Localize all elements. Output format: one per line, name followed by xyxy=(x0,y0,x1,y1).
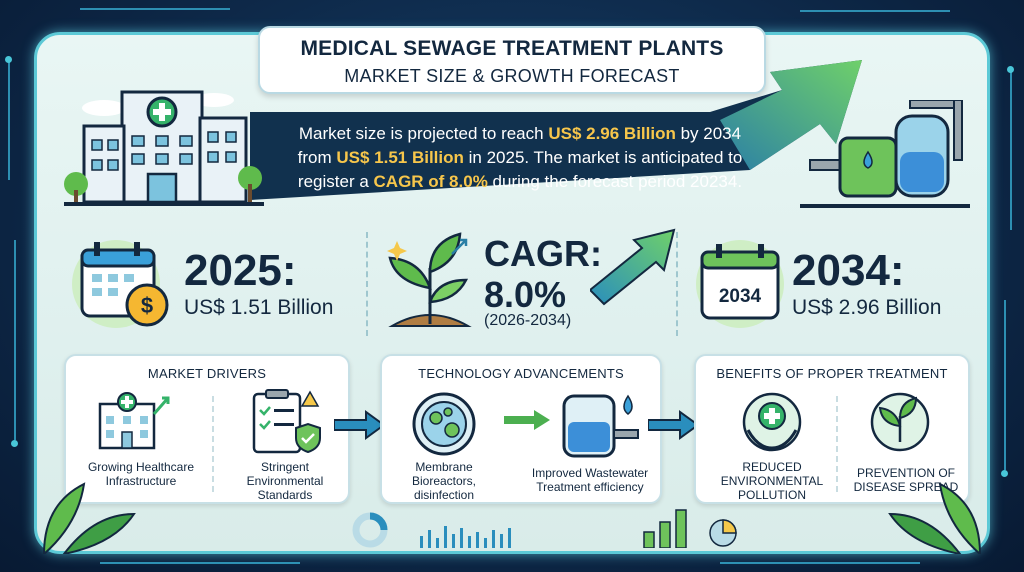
card-title: TECHNOLOGY ADVANCEMENTS xyxy=(418,366,624,381)
driver-label: Growing Healthcare Infrastructure xyxy=(87,460,195,488)
leaf-protection-icon xyxy=(870,392,930,452)
sprout-icon xyxy=(387,232,472,327)
page-subtitle: MARKET SIZE & GROWTH FORECAST xyxy=(344,66,680,86)
circuit-line xyxy=(80,8,230,10)
summary-text-part: register a xyxy=(297,172,374,191)
card-separator xyxy=(212,396,214,492)
card-title: MARKET DRIVERS xyxy=(147,366,267,381)
card-separator xyxy=(836,396,838,492)
start-year: 2025: xyxy=(184,246,297,295)
summary-text-part: Market size is projected to reach xyxy=(298,124,549,143)
end-value: US$ 2.96 Billion xyxy=(792,296,942,319)
technology-card: TECHNOLOGY ADVANCEMENTS Membrane Bioreac… xyxy=(380,354,662,504)
summary-text-part: by 2034 xyxy=(675,124,742,143)
foliage-left-icon xyxy=(42,482,136,554)
hospital-growth-icon xyxy=(98,392,170,450)
circuit-dot xyxy=(5,56,12,63)
coin-icon: $ xyxy=(125,283,169,327)
page-title: MEDICAL SEWAGE TREATMENT PLANTS xyxy=(300,37,724,60)
summary-highlight: US$ 2.96 Billion xyxy=(548,124,676,143)
circuit-line xyxy=(720,562,920,564)
circuit-line xyxy=(8,60,10,180)
treatment-plant-icon xyxy=(800,100,970,208)
start-value: US$ 1.51 Billion xyxy=(184,296,334,319)
divider xyxy=(366,232,368,336)
arrow-right-icon xyxy=(648,410,700,440)
circuit-dot xyxy=(11,440,18,447)
coin-symbol: $ xyxy=(141,293,153,318)
benefit-label: PREVENTION OF DISEASE SPREAD xyxy=(853,466,959,494)
membrane-bioreactor-icon xyxy=(412,392,476,456)
summary-highlight: US$ 1.51 Billion xyxy=(336,148,464,167)
tech-label: Membrane Bioreactors, disinfection xyxy=(411,460,477,502)
benefits-card: BENEFITS OF PROPER TREATMENT REDUCED ENV… xyxy=(694,354,970,504)
foliage-right-icon xyxy=(888,482,982,554)
summary-text-part: from xyxy=(297,148,337,167)
summary-text-part: during the forecast period 202 xyxy=(487,172,719,191)
circuit-dot xyxy=(1001,470,1008,477)
tech-label: Improved Wastewater Treatment efficiency xyxy=(531,466,649,494)
end-year: 2034: xyxy=(792,246,905,295)
arrow-right-icon xyxy=(334,410,386,440)
circuit-dot xyxy=(1007,66,1014,73)
donut-chart-icon xyxy=(352,512,388,548)
mini-bars-icon xyxy=(420,526,511,548)
cagr-period: (2026-2034) xyxy=(484,312,572,329)
growth-arrow-icon xyxy=(250,60,862,200)
calendar-year-text: 2034 xyxy=(719,286,762,307)
pie-chart-icon xyxy=(709,519,737,547)
market-drivers-card: MARKET DRIVERS Growing Healthcare Infras… xyxy=(64,354,350,504)
arrow-right-small-icon xyxy=(504,410,550,430)
summary-text-part: in 2025. The market is anticipated to xyxy=(463,148,743,167)
summary-text-part: 34. xyxy=(718,172,743,191)
trend-arrow-icon xyxy=(590,228,676,306)
summary-text: Market size is projected to reach US$ 2.… xyxy=(260,122,780,194)
title-card: MEDICAL SEWAGE TREATMENT PLANTS MARKET S… xyxy=(258,26,766,94)
circuit-line xyxy=(800,10,950,12)
benefit-label: REDUCED ENVIRONMENTAL POLLUTION xyxy=(720,460,824,502)
health-hands-icon xyxy=(742,392,802,452)
treatment-tank-icon xyxy=(562,394,639,458)
summary-banner: Market size is projected to reach US$ 2.… xyxy=(260,108,780,200)
driver-label: Stringent Environmental Standards xyxy=(246,460,324,502)
cagr-label: CAGR: xyxy=(484,233,602,274)
clipboard-standards-icon xyxy=(252,389,321,454)
calendar-2034-icon: 2034 xyxy=(696,240,784,328)
hospital-icon xyxy=(64,90,264,206)
circuit-line xyxy=(1010,70,1012,230)
summary-highlight: CAGR of 8.0% xyxy=(373,172,488,191)
bar-growth-icon xyxy=(643,509,687,548)
circuit-line xyxy=(100,562,300,564)
cagr-value: 8.0% xyxy=(484,274,567,315)
card-title: BENEFITS OF PROPER TREATMENT xyxy=(716,366,948,381)
divider xyxy=(676,232,678,336)
circuit-line xyxy=(1004,300,1006,470)
circuit-line xyxy=(14,240,16,440)
